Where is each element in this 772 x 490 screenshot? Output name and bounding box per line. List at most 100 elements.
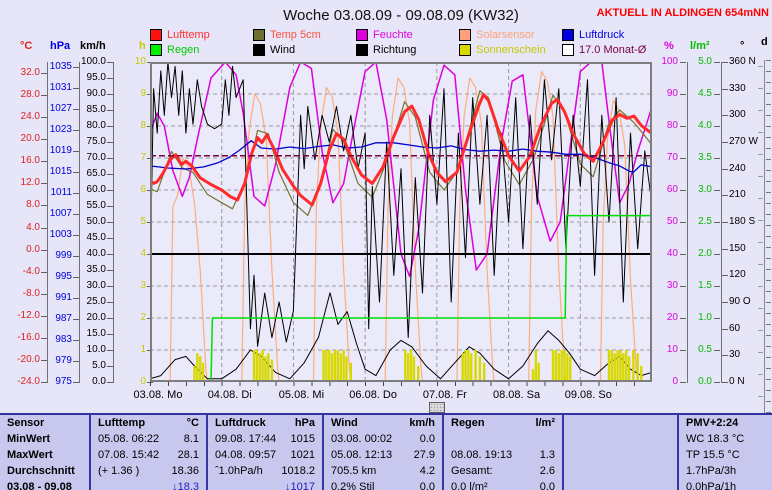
statistics-table: Sensor MinWert MaxWert Durchschnitt 03.08 - … — [0, 413, 772, 490]
axis-tick — [107, 206, 113, 207]
axis-tick-label: 360 N — [729, 56, 756, 67]
axis-tick-label: 0.0 — [92, 376, 106, 387]
axis-tick-label: 40.0 — [86, 248, 106, 259]
x-axis-day-label: 03.08. Mo — [133, 389, 183, 401]
legend-swatch-icon — [356, 28, 368, 41]
table-column-wind: Wind km/h 03.08. 00:02 0.0 05.08. 12:13 27.9 7… — [322, 415, 442, 490]
axis-tick-label: 2.0 — [698, 248, 712, 259]
table-cell-text: 05.08. 06:22 — [98, 433, 160, 445]
axis-tick — [722, 195, 728, 197]
axis-tick-label: 7 — [140, 152, 146, 163]
axis-tick — [107, 142, 113, 143]
axis-tick-label: 45.0 — [86, 232, 106, 243]
axis-tick-label: 75.0 — [86, 136, 106, 147]
axis-tick-label: 0 — [672, 376, 678, 387]
table-header-unit: hPa — [294, 417, 315, 429]
axis-tick — [73, 361, 79, 363]
axis-tick — [107, 254, 113, 255]
axis-tick — [73, 256, 79, 258]
axis-tick — [73, 109, 79, 111]
axis-tick-label: -16.0 — [17, 331, 40, 343]
legend-swatch-icon — [150, 28, 162, 41]
table-cell-value: 1.3 — [539, 449, 555, 461]
axis-tick-label: 210 — [729, 189, 746, 201]
table-cell-value: 2.6 — [539, 465, 555, 477]
axis-tick — [680, 222, 686, 223]
axis-tick — [41, 161, 47, 163]
table-header-unit: l/m² — [535, 417, 555, 429]
axis-tick-label: 1019 — [49, 145, 72, 157]
axis-tick-label: 95.0 — [86, 72, 106, 83]
axis-tick — [73, 277, 79, 279]
legend-label: Temp 5cm — [270, 28, 321, 41]
page-title: Woche 03.08.09 - 09.08.09 (KW32) — [283, 7, 519, 24]
axis-tick — [41, 139, 47, 141]
axis-tick-label: 60.0 — [86, 184, 106, 195]
axis-tick-label: 3.0 — [698, 184, 712, 195]
axis-tick — [107, 366, 113, 367]
axis-tick-label: 6 — [140, 184, 146, 195]
table-cell-text: 07.08. 15:42 — [98, 449, 160, 461]
axis-tick-label: 1 — [140, 344, 146, 355]
time-slider-handle[interactable] — [429, 402, 445, 413]
axis-tick — [107, 174, 113, 175]
legend-label: Regen — [167, 43, 200, 56]
axis-tick-label: 20.0 — [20, 133, 40, 145]
axis-tick-label: 3.5 — [698, 152, 712, 163]
axis-tick — [107, 238, 113, 239]
axis-tick-label: 35.0 — [86, 264, 106, 275]
axis-tick — [107, 270, 113, 271]
legend-swatch-icon — [356, 43, 368, 56]
axis-tick — [41, 337, 47, 339]
weather-plot — [149, 61, 653, 383]
table-cell-value: 27.9 — [413, 449, 435, 461]
axis-tick-label: 4.0 — [698, 120, 712, 131]
table-cell-value: 4.2 — [419, 465, 435, 477]
table-header: Regen — [451, 417, 485, 429]
table-cell-value: 1015 — [290, 433, 315, 445]
legend-label: Sonnenschein — [476, 43, 546, 56]
table-cell-value: 0.0 — [419, 481, 435, 490]
axis-tick-label: 80.0 — [86, 120, 106, 131]
axis-tick — [107, 158, 113, 159]
axis-tick — [722, 168, 728, 170]
axis-tick-label: 100.0 — [80, 56, 106, 67]
axis-tick-label: 4.5 — [698, 88, 712, 99]
axis-tick-label: 987 — [55, 313, 72, 325]
legend-label: Richtung — [373, 43, 417, 56]
axis-tick — [714, 62, 720, 63]
d-axis-ticks — [766, 60, 771, 490]
table-cell-text: WC 18.3 °C — [686, 433, 745, 445]
axis-tick — [41, 205, 47, 207]
axis-tick-label: 9 — [140, 88, 146, 99]
axis-tick — [73, 193, 79, 195]
axis-tick — [714, 190, 720, 191]
axis-tick-label: 85.0 — [86, 104, 106, 115]
table-cell-text: 0.2% Stil — [331, 481, 375, 490]
table-cell-value: 1021 — [290, 449, 315, 461]
axis-tick-label: 0.0 — [698, 376, 712, 387]
axis-tick-label: 1023 — [49, 124, 72, 136]
chart-legend: Lufttemp Temp 5cm Feuchte Solarsensor Luftdr… — [150, 27, 665, 57]
axis-tick — [714, 318, 720, 319]
table-column-pmv-2-24: PMV+2:24 WC 18.3 °C TP 15.5 °C 1.7hPa/3h 0.0… — [677, 415, 772, 490]
legend-label: Lufttemp — [167, 28, 210, 41]
legend-swatch-icon — [459, 28, 471, 41]
axis-tick-label: 90.0 — [86, 88, 106, 99]
axis-tick-label: 90 O — [729, 296, 751, 307]
axis-tick — [73, 319, 79, 321]
x-axis-day-label: 04.08. Di — [207, 389, 252, 401]
axis-tick — [680, 318, 686, 319]
table-row-label: Sensor — [7, 417, 45, 429]
axis-tick-label: 0 N — [729, 376, 745, 387]
axis-tick-label: 10.0 — [86, 344, 106, 355]
axis-tick — [722, 382, 728, 383]
table-column-regen: Regen l/m² 08.08. 19:13 1.3 Gesamt: 2.6 0.0 l/… — [442, 415, 562, 490]
table-cell-text: 0.0hPa/1h — [686, 481, 737, 490]
table-cell-text: 0.0 l/m² — [451, 481, 488, 490]
axis-tick-label: -24.0 — [17, 376, 40, 387]
axis-tick — [722, 222, 728, 223]
legend-label: 17.0 Monat-Ø — [579, 43, 647, 56]
table-cell-value: 1018.2 — [281, 465, 315, 477]
axis-tick-label: 180 S — [729, 216, 756, 227]
